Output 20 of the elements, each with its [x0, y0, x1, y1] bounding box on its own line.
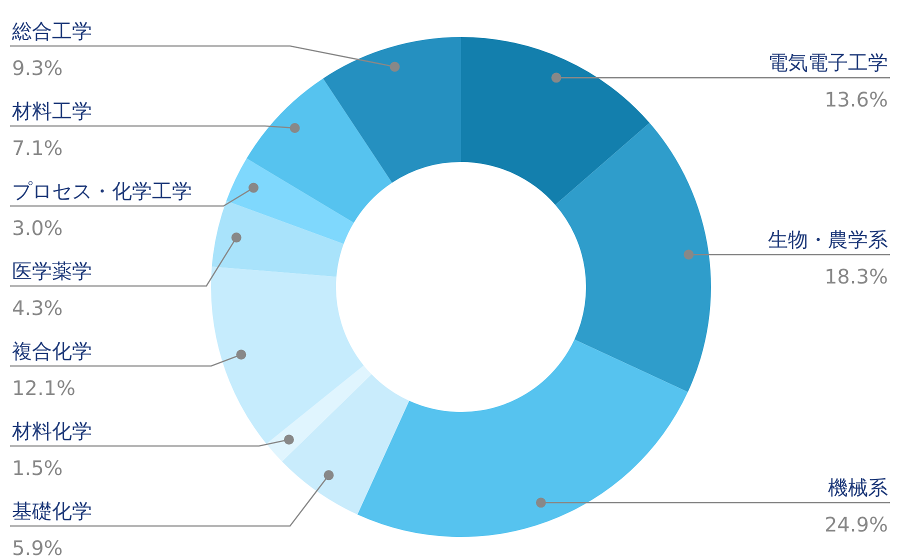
slice-label: 材料工学 — [11, 99, 92, 123]
slice-label: 総合工学 — [11, 19, 92, 43]
slice-label: 複合化学 — [12, 339, 92, 363]
slice-label: 材料化学 — [11, 419, 92, 443]
data-label: 3.0% — [12, 216, 63, 240]
slice-label: 基礎化学 — [12, 499, 92, 523]
data-label: 7.1% — [12, 136, 63, 160]
data-label: 24.9% — [824, 512, 888, 537]
data-label: 1.5% — [12, 456, 63, 480]
slice-label: 電気電子工学 — [768, 50, 888, 75]
data-label: 5.9% — [12, 536, 63, 560]
data-label: 12.1% — [12, 376, 76, 400]
data-label: 18.3% — [824, 264, 888, 289]
slice-label: 医学薬学 — [12, 259, 92, 283]
data-label: 4.3% — [12, 296, 63, 320]
slice-label: プロセス・化学工学 — [12, 179, 192, 203]
data-label: 13.6% — [824, 88, 888, 112]
slice-label: 生物・農学系 — [768, 228, 888, 252]
data-label: 9.3% — [12, 56, 63, 80]
slice-label: 機械系 — [828, 476, 888, 500]
